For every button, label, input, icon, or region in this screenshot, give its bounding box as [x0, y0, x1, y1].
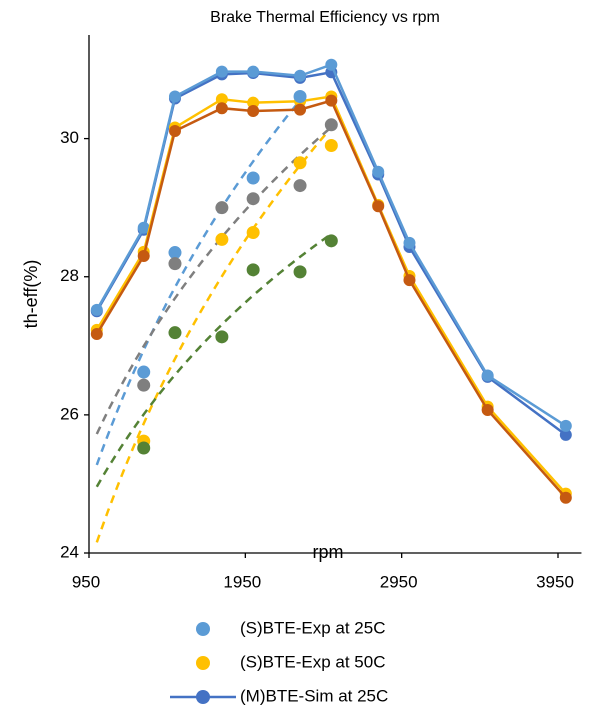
- x-axis-label: rpm: [313, 542, 344, 562]
- trendline: [95, 99, 301, 466]
- scatter-point: [137, 365, 151, 379]
- trendline: [95, 232, 333, 488]
- points: [137, 89, 338, 455]
- line-marker: [559, 428, 572, 441]
- chart-title: Brake Thermal Efficiency vs rpm: [210, 9, 440, 26]
- line-marker: [168, 125, 181, 138]
- series-line: [95, 95, 567, 495]
- legend-marker: [196, 656, 210, 670]
- lines: [90, 58, 572, 504]
- line-marker: [137, 221, 150, 234]
- y-tick-label: 28: [60, 266, 79, 285]
- scatter-point: [168, 246, 182, 260]
- legend-marker: [196, 690, 210, 704]
- scatter-point: [246, 171, 260, 185]
- line-marker: [90, 328, 103, 341]
- line-marker: [137, 250, 150, 263]
- scatter-point: [137, 378, 151, 392]
- line-marker: [325, 58, 338, 71]
- x-tick-label: 950: [72, 572, 100, 591]
- scatter-point: [246, 192, 260, 206]
- line-marker: [215, 93, 228, 106]
- scatter-point: [324, 139, 338, 153]
- x-tick-label: 1950: [223, 572, 261, 591]
- line-marker: [403, 274, 416, 287]
- y-axis-label: th-eff(%): [21, 260, 41, 329]
- legend-label: (S)BTE-Exp at 50C: [240, 652, 386, 671]
- scatter-point: [168, 257, 182, 271]
- scatter-point: [215, 232, 229, 246]
- line-marker: [215, 65, 228, 78]
- line-marker: [481, 404, 494, 417]
- scatter-point: [293, 265, 307, 279]
- scatter-point: [215, 201, 229, 215]
- scatter-point: [293, 156, 307, 170]
- line-marker: [372, 200, 385, 213]
- legend-label: (M)BTE-Sim at 25C: [240, 686, 388, 705]
- scatter-point: [293, 89, 307, 103]
- series-line: [95, 99, 567, 499]
- line-marker: [559, 419, 572, 432]
- trendline: [95, 126, 333, 435]
- line-marker: [247, 96, 260, 109]
- scatter-point: [246, 226, 260, 240]
- x-tick-label: 3950: [536, 572, 574, 591]
- line-marker: [215, 102, 228, 115]
- line-marker: [559, 491, 572, 504]
- line-marker: [247, 104, 260, 117]
- line-marker: [294, 69, 307, 82]
- scatter-point: [168, 326, 182, 340]
- y-tick-label: 26: [60, 404, 79, 423]
- legend-label: (S)BTE-Exp at 25C: [240, 618, 386, 637]
- line-marker: [168, 90, 181, 103]
- scatter-point: [293, 179, 307, 193]
- line-marker: [247, 65, 260, 78]
- scatter-point: [246, 263, 260, 277]
- line-marker: [372, 165, 385, 178]
- x-tick-label: 2950: [380, 572, 418, 591]
- scatter-point: [215, 330, 229, 344]
- line-marker: [90, 303, 103, 316]
- scatter-point: [324, 118, 338, 132]
- line-marker: [294, 103, 307, 116]
- legend: (S)BTE-Exp at 25C (S)BTE-Exp at 50C (M)BTE…: [170, 618, 388, 705]
- y-tick-label: 30: [60, 128, 79, 147]
- line-marker: [325, 94, 338, 107]
- line-marker: [403, 236, 416, 249]
- line-marker: [481, 369, 494, 382]
- legend-marker: [196, 622, 210, 636]
- trendlines: [95, 99, 333, 543]
- scatter-point: [137, 441, 151, 455]
- y-tick-label: 24: [60, 542, 79, 561]
- scatter-point: [324, 234, 338, 248]
